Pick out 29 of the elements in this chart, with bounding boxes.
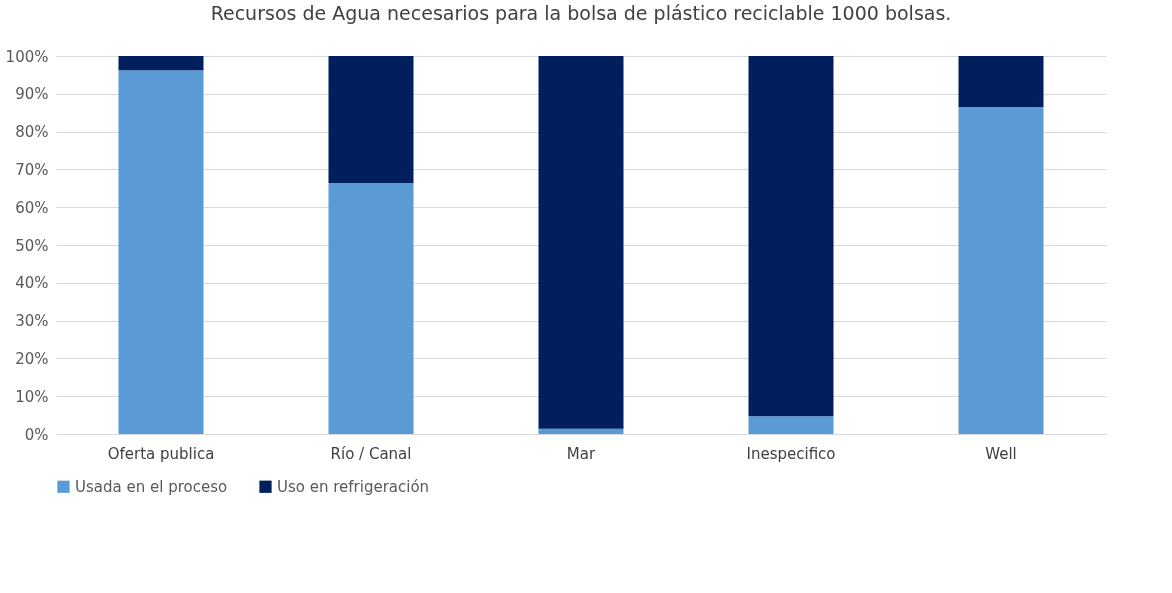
y-tick-label: 100%: [5, 47, 49, 66]
x-tick-label: Mar: [566, 444, 596, 463]
y-tick-label: 30%: [15, 312, 49, 331]
bar: [538, 56, 624, 429]
bar: [328, 56, 414, 184]
x-tick-label: Oferta publica: [107, 444, 215, 463]
y-tick-label: 70%: [15, 160, 49, 179]
y-tick-label: 20%: [15, 349, 49, 368]
y-tick-label: 50%: [15, 236, 49, 255]
x-tick-label: Río / Canal: [330, 444, 412, 463]
chart-title: Recursos de Agua necesarios para la bolsa de plástico reciclable 1000 bolsas.: [210, 2, 952, 24]
x-tick-label: Well: [985, 444, 1017, 463]
bar: [328, 183, 414, 434]
bar: [118, 56, 204, 71]
bar: [748, 416, 834, 434]
y-tick-label: 10%: [15, 387, 49, 406]
y-tick-label: 90%: [15, 85, 49, 104]
bar: [748, 56, 834, 417]
bar: [958, 56, 1044, 108]
bar: [118, 70, 204, 434]
x-tick-label: Inespecifico: [746, 444, 836, 463]
legend-label: Usada en el proceso: [75, 477, 228, 496]
bar: [538, 428, 624, 434]
y-tick-label: 80%: [15, 123, 49, 142]
bar: [958, 107, 1044, 434]
y-tick-label: 60%: [15, 198, 49, 217]
legend-label: Uso en refrigeración: [277, 477, 430, 496]
y-tick-label: 0%: [24, 425, 49, 444]
y-tick-label: 40%: [15, 274, 49, 293]
